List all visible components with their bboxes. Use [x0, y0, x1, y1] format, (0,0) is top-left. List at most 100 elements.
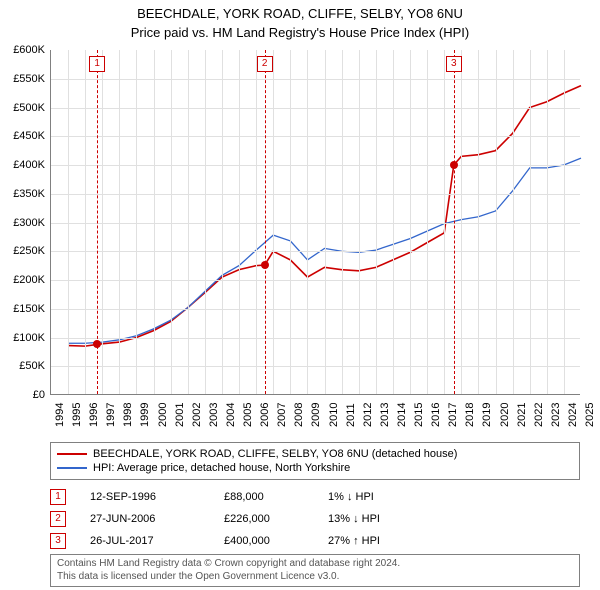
x-axis-tick-label: 2003 — [208, 403, 220, 427]
x-axis-tick-label: 2023 — [550, 403, 562, 427]
sale-marker-badge: 3 — [446, 56, 462, 72]
y-axis-tick-label: £550K — [5, 73, 45, 85]
sale-hpi-delta: 27% ↑ HPI — [328, 535, 438, 547]
gridline-horizontal — [51, 136, 580, 137]
x-axis-tick-label: 2018 — [464, 403, 476, 427]
legend-item: BEECHDALE, YORK ROAD, CLIFFE, SELBY, YO8… — [57, 447, 573, 461]
footer-line: This data is licensed under the Open Gov… — [57, 571, 573, 584]
y-axis-tick-label: £300K — [5, 217, 45, 229]
gridline-horizontal — [51, 338, 580, 339]
sale-record: 112-SEP-1996£88,0001% ↓ HPI — [50, 486, 580, 508]
sale-marker-line — [454, 50, 455, 394]
x-axis-tick-label: 2017 — [447, 403, 459, 427]
gridline-vertical — [102, 50, 103, 394]
gridline-vertical — [530, 50, 531, 394]
x-axis-tick-label: 2024 — [567, 403, 579, 427]
x-axis-tick-label: 2006 — [259, 403, 271, 427]
x-axis-tick-label: 2001 — [174, 403, 186, 427]
x-axis-tick-label: 2008 — [293, 403, 305, 427]
x-axis-tick-label: 1997 — [105, 403, 117, 427]
y-axis-tick-label: £450K — [5, 130, 45, 142]
gridline-vertical — [239, 50, 240, 394]
x-axis-tick-label: 2012 — [362, 403, 374, 427]
x-axis-tick-label: 1995 — [71, 403, 83, 427]
sale-marker-badge: 1 — [89, 56, 105, 72]
x-axis-tick-label: 2014 — [396, 403, 408, 427]
y-axis-tick-label: £200K — [5, 274, 45, 286]
sale-marker-dot — [93, 340, 101, 348]
x-axis-tick-label: 2000 — [157, 403, 169, 427]
gridline-vertical — [85, 50, 86, 394]
x-axis-tick-label: 1999 — [139, 403, 151, 427]
gridline-vertical — [307, 50, 308, 394]
sale-record: 227-JUN-2006£226,00013% ↓ HPI — [50, 508, 580, 530]
x-axis-tick-label: 2020 — [499, 403, 511, 427]
x-axis-tick-label: 2002 — [191, 403, 203, 427]
x-axis-tick-label: 2016 — [430, 403, 442, 427]
footer-line: Contains HM Land Registry data © Crown c… — [57, 558, 573, 571]
sale-marker-dot — [450, 161, 458, 169]
x-axis-tick-label: 2010 — [328, 403, 340, 427]
gridline-vertical — [342, 50, 343, 394]
y-axis-tick-label: £0 — [5, 389, 45, 401]
gridline-vertical — [256, 50, 257, 394]
sale-badge: 1 — [50, 489, 66, 505]
sale-badge: 2 — [50, 511, 66, 527]
y-axis-tick-label: £350K — [5, 188, 45, 200]
chart-plot-area: 1 2 3 — [50, 50, 580, 395]
y-axis-tick-label: £600K — [5, 44, 45, 56]
legend-box: BEECHDALE, YORK ROAD, CLIFFE, SELBY, YO8… — [50, 442, 580, 480]
x-axis-tick-label: 2015 — [413, 403, 425, 427]
gridline-vertical — [136, 50, 137, 394]
x-axis-tick-label: 2005 — [242, 403, 254, 427]
gridline-vertical — [478, 50, 479, 394]
y-axis-tick-label: £400K — [5, 159, 45, 171]
legend-swatch — [57, 453, 87, 455]
x-axis-tick-label: 2004 — [225, 403, 237, 427]
gridline-vertical — [444, 50, 445, 394]
x-axis-tick-label: 2022 — [533, 403, 545, 427]
gridline-vertical — [359, 50, 360, 394]
sale-price: £226,000 — [224, 513, 304, 525]
x-axis-tick-label: 2011 — [345, 403, 357, 427]
x-axis-tick-label: 1998 — [122, 403, 134, 427]
chart-subtitle: Price paid vs. HM Land Registry's House … — [0, 23, 600, 42]
gridline-vertical — [119, 50, 120, 394]
sale-date: 27-JUN-2006 — [90, 513, 200, 525]
gridline-vertical — [461, 50, 462, 394]
gridline-vertical — [188, 50, 189, 394]
legend-item: HPI: Average price, detached house, Nort… — [57, 461, 573, 475]
chart-title: BEECHDALE, YORK ROAD, CLIFFE, SELBY, YO8… — [0, 0, 600, 23]
gridline-horizontal — [51, 366, 580, 367]
y-axis-tick-label: £150K — [5, 303, 45, 315]
gridline-vertical — [273, 50, 274, 394]
gridline-vertical — [513, 50, 514, 394]
gridline-horizontal — [51, 309, 580, 310]
footer-attribution: Contains HM Land Registry data © Crown c… — [50, 554, 580, 587]
x-axis-tick-label: 2019 — [481, 403, 493, 427]
sale-date: 26-JUL-2017 — [90, 535, 200, 547]
gridline-vertical — [393, 50, 394, 394]
gridline-horizontal — [51, 194, 580, 195]
sale-record: 326-JUL-2017£400,00027% ↑ HPI — [50, 530, 580, 552]
gridline-vertical — [154, 50, 155, 394]
gridline-horizontal — [51, 251, 580, 252]
gridline-horizontal — [51, 108, 580, 109]
x-axis-tick-label: 1996 — [88, 403, 100, 427]
x-axis-tick-label: 2025 — [584, 403, 596, 427]
gridline-vertical — [564, 50, 565, 394]
legend-label: HPI: Average price, detached house, Nort… — [93, 462, 350, 474]
gridline-vertical — [410, 50, 411, 394]
sale-hpi-delta: 1% ↓ HPI — [328, 491, 438, 503]
sale-price: £88,000 — [224, 491, 304, 503]
gridline-horizontal — [51, 79, 580, 80]
x-axis-tick-label: 1994 — [54, 403, 66, 427]
sale-marker-badge: 2 — [257, 56, 273, 72]
gridline-vertical — [547, 50, 548, 394]
y-axis-tick-label: £100K — [5, 332, 45, 344]
x-axis-tick-label: 2009 — [310, 403, 322, 427]
x-axis-tick-label: 2013 — [379, 403, 391, 427]
sales-list: 112-SEP-1996£88,0001% ↓ HPI227-JUN-2006£… — [50, 486, 580, 552]
gridline-vertical — [496, 50, 497, 394]
sale-badge: 3 — [50, 533, 66, 549]
